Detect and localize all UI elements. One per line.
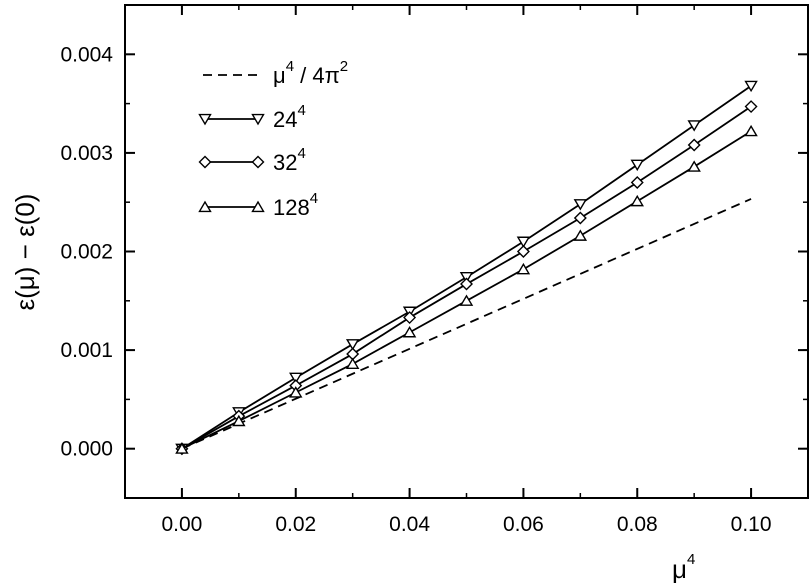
data-point	[630, 159, 644, 172]
legend-marker	[198, 200, 212, 213]
data-point	[175, 442, 189, 454]
x-tick-label: 0.04	[389, 513, 430, 536]
data-point	[573, 199, 588, 211]
x-tick-label: 0.00	[161, 513, 202, 536]
series-3	[175, 124, 758, 454]
series-2	[175, 100, 758, 456]
series-line-0	[181, 198, 752, 450]
data-point	[687, 160, 701, 172]
data-point	[687, 138, 701, 152]
legend-label-sup: 4	[286, 58, 294, 75]
y-tick-label: 0.004	[60, 43, 113, 66]
axis-ticks: 0.00 0.02 0.04 0.06 0.08 0.10 0.000 0.001 0.002 0…	[60, 4, 809, 536]
data-point	[630, 194, 644, 207]
legend-label-main: μ	[273, 63, 286, 88]
legend-label-main: 24	[273, 107, 297, 132]
series-0	[181, 198, 752, 450]
y-tick-label: 0.001	[60, 339, 113, 362]
y-tick-label: 0.003	[60, 142, 113, 165]
x-axis-label: μ4	[672, 551, 695, 584]
legend-marker	[251, 200, 265, 213]
legend-marker	[198, 113, 212, 126]
data-point	[345, 339, 360, 351]
legend-label-sup: 4	[310, 190, 318, 207]
data-point	[687, 120, 701, 132]
data-point	[573, 229, 588, 241]
x-tick-label: 0.02	[275, 513, 316, 536]
legend-label: 1284	[273, 190, 318, 220]
data-point	[232, 414, 246, 427]
data-point	[403, 311, 417, 325]
data-point	[402, 326, 417, 338]
y-tick-label: 0.000	[60, 438, 113, 461]
legend-marker	[251, 113, 265, 126]
data-point	[516, 236, 531, 248]
legend-label-sup: 4	[297, 145, 305, 162]
legend-label-main: 32	[273, 150, 297, 175]
data-point	[516, 245, 530, 258]
data-point	[744, 124, 758, 137]
data-point	[460, 277, 473, 291]
plot-frame	[124, 4, 809, 499]
series-1	[175, 80, 758, 456]
x-axis-label-base: μ	[672, 554, 687, 584]
legend-label: 324	[273, 145, 306, 175]
x-tick-label: 0.10	[731, 513, 772, 536]
data-point	[345, 357, 360, 370]
x-axis-label-sup: 4	[687, 551, 695, 568]
y-axis-label: ε(μ) − ε(0)	[10, 194, 40, 311]
data-point	[573, 211, 587, 225]
data-point	[459, 294, 474, 306]
data-point	[630, 175, 644, 189]
data-point	[744, 100, 758, 114]
x-tick-label: 0.08	[617, 513, 658, 536]
legend-label: μ4 / 4π2	[273, 58, 348, 88]
legend-label-main: / 4π	[294, 63, 340, 88]
series-line-1	[181, 85, 752, 450]
legend-label: 244	[273, 102, 306, 132]
data-point	[289, 372, 303, 385]
data-point	[516, 262, 531, 275]
x-tick-label: 0.06	[503, 513, 544, 536]
legend-label-sup: 2	[340, 58, 348, 75]
data-point	[289, 386, 303, 398]
legend-marker	[251, 155, 265, 169]
series-layer	[175, 80, 758, 456]
legend-label-main: 128	[273, 195, 310, 220]
legend-label-sup: 4	[297, 102, 305, 119]
data-point	[744, 80, 758, 93]
data-point	[459, 272, 474, 284]
y-tick-label: 0.002	[60, 241, 113, 264]
legend-marker	[198, 155, 212, 169]
